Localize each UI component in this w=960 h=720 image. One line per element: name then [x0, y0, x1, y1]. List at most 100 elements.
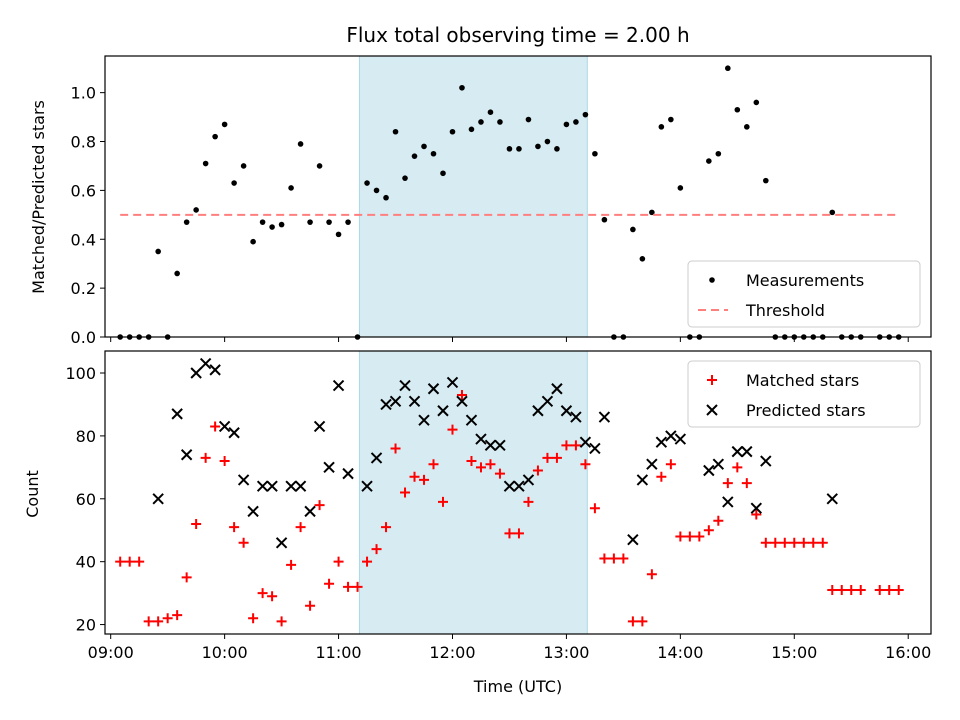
measurement-point: [677, 185, 684, 191]
y-tick-label: 40: [76, 553, 96, 572]
legend-predicted-swatch: [706, 404, 718, 416]
predicted-star-point: [209, 364, 221, 376]
predicted-star-point: [247, 505, 259, 518]
predicted-star-point: [427, 383, 440, 395]
matched-star-point: [371, 544, 382, 555]
measurement-point: [753, 99, 760, 106]
matched-star-point: [324, 578, 335, 589]
predicted-star-point: [370, 452, 383, 464]
predicted-star-point: [389, 395, 402, 408]
predicted-stars-series: [152, 357, 838, 549]
measurement-point: [487, 109, 494, 115]
predicted-star-point: [294, 480, 307, 492]
top-y-axis-label: Matched/Predicted stars: [29, 100, 48, 294]
matched-star-point: [561, 440, 572, 451]
x-tick-label: 11:00: [316, 643, 362, 662]
matched-star-point: [238, 537, 249, 548]
measurement-point: [240, 163, 247, 169]
predicted-star-point: [560, 405, 573, 417]
matched-star-point: [570, 440, 581, 451]
measurement-point: [734, 106, 741, 113]
matched-star-point: [162, 613, 173, 624]
shaded-interval: [358, 55, 588, 338]
matched-star-point: [191, 518, 202, 529]
predicted-star-point: [665, 430, 677, 442]
measurement-point: [478, 119, 484, 125]
top-chart-title: Flux total observing time = 2.00 h: [346, 23, 689, 47]
matched-star-point: [532, 465, 543, 476]
matched-star-point: [732, 462, 743, 473]
measurement-point: [829, 209, 836, 216]
measurement-point: [449, 128, 456, 135]
measurement-point: [250, 238, 256, 245]
y-tick-label: 0.6: [71, 181, 96, 200]
predicted-star-point: [437, 405, 449, 417]
matched-star-point: [656, 471, 667, 482]
measurement-point: [601, 216, 608, 223]
matched-star-point: [694, 531, 705, 542]
predicted-star-point: [399, 379, 411, 392]
legend: Matched stars Predicted stars: [687, 360, 921, 428]
predicted-star-point: [456, 395, 468, 408]
matched-star-point: [817, 537, 828, 548]
matched-star-point: [276, 616, 287, 627]
matched-star-point: [779, 537, 790, 548]
predicted-star-point: [674, 433, 687, 445]
measurements-series: [117, 65, 902, 340]
predicted-star-point: [636, 474, 649, 486]
measurement-point: [231, 180, 237, 186]
y-tick-label: 60: [76, 490, 96, 509]
measurement-point: [706, 158, 712, 164]
measurement-point: [155, 248, 161, 255]
measurement-point: [573, 119, 579, 125]
matched-star-point: [286, 559, 297, 570]
measurement-point: [430, 150, 437, 157]
y-tick-label: 80: [76, 427, 96, 446]
measurement-point: [316, 163, 323, 169]
matched-stars-series: [115, 390, 904, 627]
predicted-star-point: [741, 445, 753, 458]
matched-star-point: [760, 537, 771, 548]
matched-star-point: [589, 503, 600, 514]
measurement-point: [421, 143, 427, 150]
matched-star-point: [703, 525, 714, 536]
predicted-star-point: [513, 480, 525, 492]
matched-star-point: [494, 468, 505, 479]
predicted-star-point: [494, 439, 506, 452]
matched-star-point: [485, 459, 496, 470]
predicted-star-point: [180, 449, 193, 461]
measurement-point: [715, 150, 722, 157]
measurement-point: [554, 146, 560, 152]
predicted-star-point: [598, 411, 611, 423]
predicted-star-point: [484, 439, 497, 452]
predicted-star-point: [152, 493, 164, 505]
matched-star-point: [143, 616, 154, 627]
predicted-star-point: [465, 414, 478, 426]
matched-star-point: [665, 459, 676, 470]
matched-star-point: [210, 421, 221, 432]
matched-star-point: [637, 616, 648, 627]
x-axis-label: Time (UTC): [473, 677, 562, 696]
predicted-star-point: [712, 458, 725, 470]
predicted-star-point: [218, 420, 231, 433]
predicted-star-point: [627, 533, 639, 546]
matched-star-point: [181, 572, 192, 583]
predicted-star-point: [570, 411, 582, 423]
measurement-point: [269, 224, 275, 230]
measurement-point: [278, 221, 285, 228]
measurement-point: [658, 124, 665, 130]
matched-star-point: [295, 522, 306, 533]
matched-star-point: [333, 556, 344, 567]
measurement-point: [582, 111, 589, 118]
measurement-point: [383, 194, 389, 201]
matched-star-point: [722, 478, 733, 489]
matched-star-point: [646, 569, 657, 580]
legend-label: Measurements: [746, 271, 864, 290]
x-tick-label: 14:00: [657, 643, 703, 662]
predicted-star-point: [171, 408, 183, 420]
measurement-point: [411, 153, 418, 159]
axes-frame: [104, 55, 932, 338]
matched-star-point: [808, 537, 819, 548]
x-tick-label: 16:00: [885, 643, 931, 662]
